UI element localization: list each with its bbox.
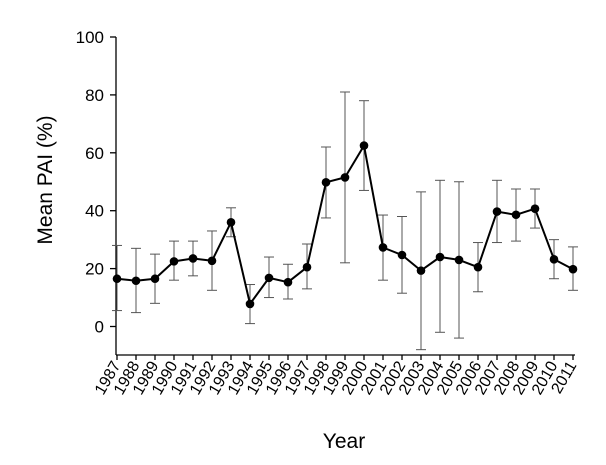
data-point	[511, 210, 521, 220]
error-bars	[112, 91, 578, 351]
data-point	[568, 264, 578, 274]
data-point	[169, 257, 179, 266]
y-axis: 0 20 40 60 80 100	[76, 28, 117, 355]
data-point	[397, 250, 407, 260]
data-point	[283, 277, 293, 287]
x-axis-title: Year	[323, 430, 365, 453]
x-axis: 1987198819891990199119921993199419951996…	[92, 354, 581, 398]
data-point	[112, 274, 122, 284]
data-point	[188, 254, 198, 263]
data-point	[454, 255, 464, 265]
y-tick-label: 20	[85, 260, 104, 279]
data-point	[378, 243, 388, 252]
data-point	[530, 204, 540, 213]
data-point	[473, 262, 483, 272]
data-point	[226, 217, 236, 227]
data-point	[321, 178, 331, 187]
data-point	[340, 173, 350, 182]
data-point	[245, 299, 255, 309]
data-point	[492, 207, 502, 216]
y-axis-title: Mean PAI (%)	[34, 115, 57, 244]
data-point	[302, 262, 312, 272]
y-tick-label: 0	[95, 318, 104, 337]
data-point	[131, 276, 141, 286]
data-point	[549, 255, 559, 264]
data-point	[435, 252, 445, 262]
data-point	[264, 273, 274, 283]
data-point	[359, 141, 369, 150]
y-tick-label: 60	[85, 144, 104, 163]
y-tick-label: 40	[85, 202, 104, 221]
data-point	[150, 274, 160, 284]
y-tick-label: 100	[76, 28, 104, 47]
data-point	[416, 266, 426, 275]
y-tick-label: 80	[85, 86, 104, 105]
data-points	[112, 141, 578, 309]
data-point	[207, 256, 217, 266]
